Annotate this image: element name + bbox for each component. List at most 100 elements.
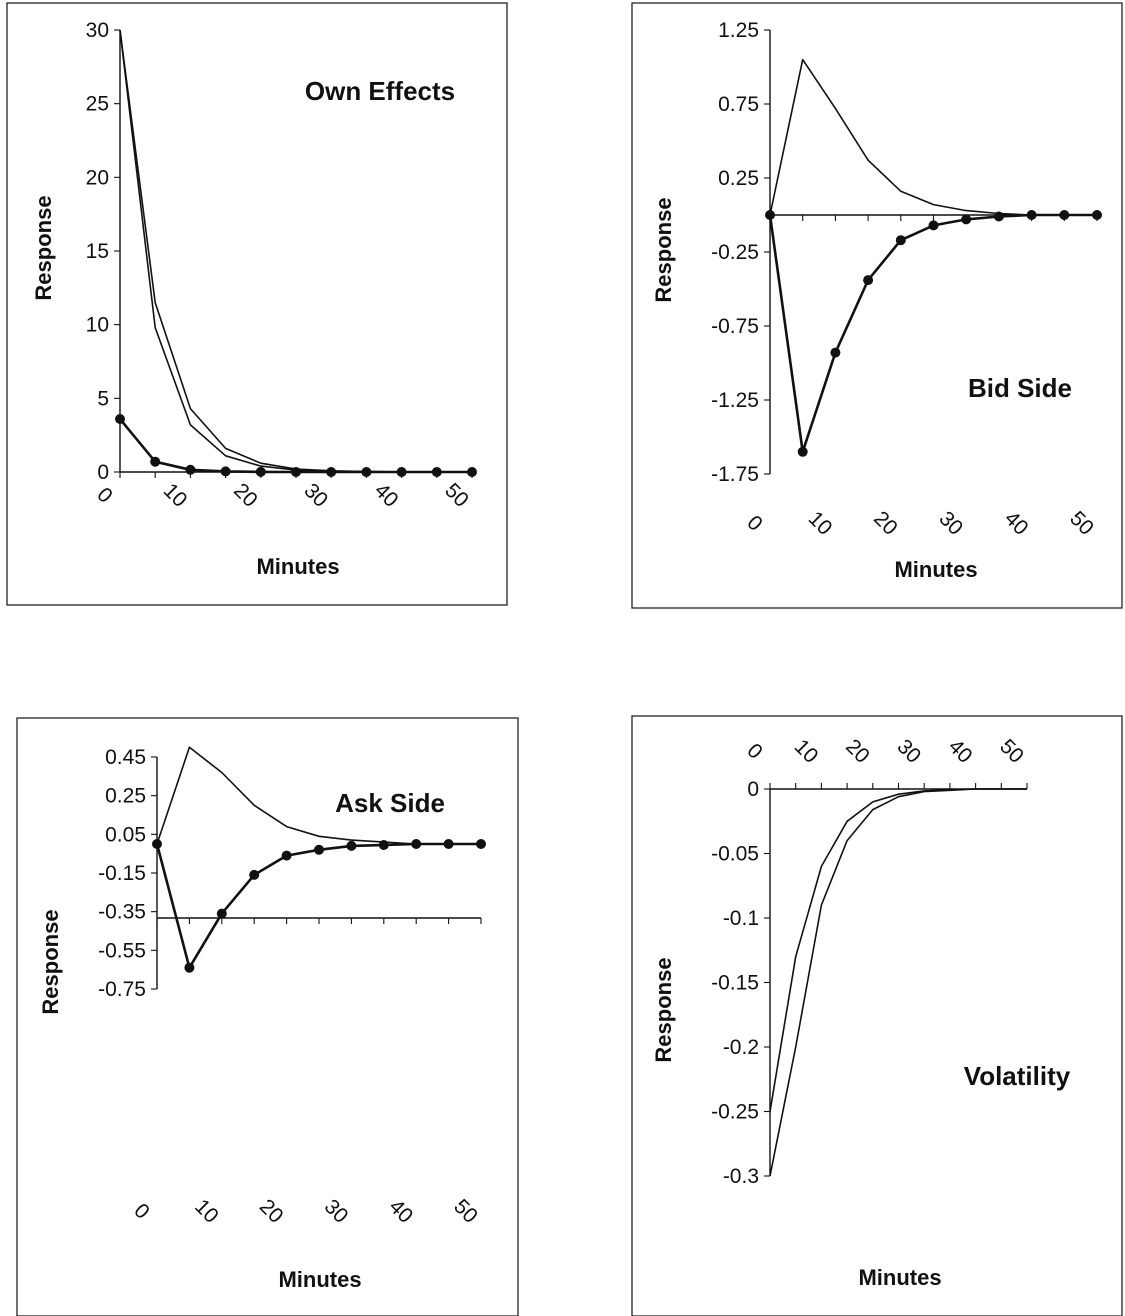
y-tick-label: 1.25 [718, 19, 759, 42]
y-tick-label: 0.45 [105, 746, 146, 769]
y-tick-label: 0.75 [718, 93, 759, 116]
data-point [326, 467, 337, 477]
y-tick-label: -0.3 [723, 1165, 759, 1188]
y-axis-label: Response [651, 197, 676, 302]
x-tick-label: 50 [995, 735, 1028, 768]
x-tick-label: 20 [869, 507, 902, 540]
y-tick-label: -0.2 [723, 1036, 759, 1059]
x-tick-label: 0 [742, 511, 767, 536]
x-tick-label: 50 [440, 479, 473, 512]
y-tick-label: -0.75 [98, 978, 146, 1001]
y-tick-label: -0.35 [98, 901, 146, 924]
x-axis-label: Minutes [894, 557, 977, 582]
x-tick-label: 20 [841, 735, 874, 768]
data-point [281, 850, 292, 861]
data-point [467, 467, 477, 477]
y-tick-label: 0.25 [718, 167, 759, 190]
y-tick-label: 0.25 [105, 785, 146, 808]
y-tick-label: -1.25 [711, 389, 759, 412]
x-tick-label: 0 [129, 1199, 154, 1224]
series-line-3 [118, 418, 472, 474]
panel-frame [631, 715, 1123, 1316]
y-axis-label: Response [31, 195, 56, 300]
x-tick-label: 40 [1000, 507, 1033, 540]
data-point [1026, 210, 1037, 220]
data-point [185, 464, 196, 475]
y-tick-label: 5 [97, 387, 109, 410]
x-axis-label: Minutes [278, 1267, 361, 1292]
data-point [216, 908, 227, 919]
y-axis-label: Response [651, 957, 676, 1062]
data-point [863, 275, 874, 286]
x-tick-label: 20 [255, 1195, 288, 1228]
x-tick-label: 0 [742, 739, 767, 764]
y-tick-label: 0.05 [105, 823, 146, 846]
data-point [220, 466, 231, 477]
data-point [291, 467, 301, 477]
chart-panel-bid-side: Bid Side Minutes Response 1.25 0.75 0.25 -0… [631, 2, 1123, 609]
data-point [346, 840, 357, 851]
y-tick-label: -0.55 [98, 939, 146, 962]
series-line-2 [155, 842, 481, 970]
y-tick-label: 0 [747, 778, 759, 801]
y-tick-label: -1.75 [711, 463, 759, 486]
data-point [361, 467, 372, 477]
y-tick-label: 25 [86, 93, 109, 116]
x-tick-label: 40 [944, 735, 977, 768]
y-tick-label: 0 [97, 461, 109, 484]
x-tick-label: 30 [892, 735, 925, 768]
data-point [797, 446, 808, 457]
data-point [150, 456, 161, 467]
data-point [115, 414, 125, 424]
data-point [895, 235, 906, 246]
x-axis-label: Minutes [858, 1265, 941, 1290]
y-tick-label: -0.25 [711, 1101, 759, 1124]
panel-frame [631, 2, 1123, 609]
x-tick-label: 10 [804, 507, 837, 540]
data-point [255, 466, 266, 477]
data-point [314, 844, 324, 855]
x-tick-label: 40 [370, 479, 403, 512]
chart-title: Volatility [964, 1061, 1071, 1091]
y-tick-label: 15 [86, 240, 109, 263]
panel-frame [16, 717, 519, 1316]
data-point [765, 210, 775, 220]
x-tick-label: 50 [1065, 507, 1098, 540]
data-point [152, 839, 162, 849]
y-tick-label: 30 [86, 19, 109, 42]
data-point [249, 869, 260, 880]
x-tick-label: 30 [320, 1195, 353, 1228]
data-point [928, 220, 939, 231]
y-tick-label: 10 [86, 314, 109, 337]
data-point [378, 840, 389, 850]
x-tick-label: 0 [92, 483, 117, 508]
x-tick-label: 20 [229, 479, 262, 512]
x-tick-label: 30 [934, 507, 967, 540]
chart-panel-volatility: Volatility Minutes Response 0 -0.05 -0.1 -0… [631, 715, 1123, 1316]
series-line-2 [768, 213, 1097, 454]
data-point [184, 962, 195, 973]
data-point [1092, 210, 1102, 220]
series-line-1 [769, 58, 1097, 216]
y-tick-label: -0.1 [723, 907, 759, 930]
y-tick-label: -0.15 [98, 862, 146, 885]
data-point [396, 467, 407, 477]
y-tick-label: -0.25 [711, 241, 759, 264]
x-tick-label: 10 [190, 1195, 223, 1228]
x-tick-label: 10 [159, 479, 192, 512]
data-point [431, 467, 442, 477]
chart-panel-own-effects: Own Effects Minutes Response 30 25 20 15 10 5… [6, 2, 508, 606]
data-point [830, 347, 841, 358]
data-point [1059, 210, 1070, 220]
x-tick-label: 50 [449, 1195, 482, 1228]
y-tick-label: -0.15 [711, 972, 759, 995]
x-tick-label: 40 [384, 1195, 417, 1228]
data-point [993, 211, 1004, 222]
data-point [961, 214, 972, 225]
series-line-2 [769, 788, 1027, 1177]
x-tick-label: 10 [790, 735, 823, 768]
y-axis-label: Response [38, 909, 63, 1014]
x-tick-label: 30 [299, 479, 332, 512]
data-point [476, 839, 486, 849]
